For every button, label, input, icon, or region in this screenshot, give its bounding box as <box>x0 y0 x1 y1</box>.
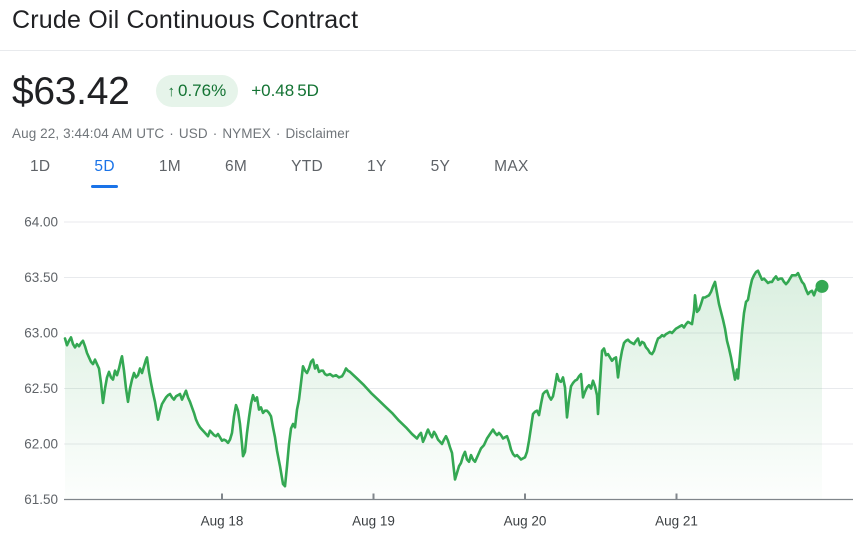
tab-6m[interactable]: 6M <box>224 158 248 175</box>
timestamp: Aug 22, 3:44:04 AM UTC <box>12 126 165 141</box>
header-divider <box>0 50 856 51</box>
x-axis-labels: Aug 18 Aug 19 Aug 20 Aug 21 <box>201 514 698 529</box>
tab-1m[interactable]: 1M <box>158 158 181 175</box>
x-axis-tick-label: Aug 18 <box>201 514 244 529</box>
latest-point-dot <box>815 279 829 293</box>
y-axis-tick-label: 63.50 <box>24 270 58 285</box>
area-fill <box>65 270 822 500</box>
exchange-code: NYMEX <box>222 126 271 141</box>
y-axis-tick-label: 62.50 <box>24 381 58 396</box>
x-axis-tick-label: Aug 20 <box>504 514 547 529</box>
meta-separator: · <box>275 126 281 141</box>
tab-5y[interactable]: 5Y <box>430 158 451 175</box>
tab-ytd[interactable]: YTD <box>291 158 324 175</box>
change-period: 5D <box>297 81 319 100</box>
price-row: $63.42 ↑ 0.76% +0.48 5D <box>12 70 322 112</box>
tab-max[interactable]: MAX <box>494 158 529 175</box>
y-axis-tick-label: 64.00 <box>24 215 58 230</box>
price-line <box>63 269 824 488</box>
quote-meta: Aug 22, 3:44:04 AM UTC · USD · NYMEX · Disclai… <box>12 126 349 141</box>
change-absolute-value: +0.48 <box>251 81 295 100</box>
disclaimer-link[interactable]: Disclaimer <box>285 126 350 141</box>
change-absolute: +0.48 5D <box>251 81 322 101</box>
up-arrow-icon: ↑ <box>167 82 176 100</box>
currency-code: USD <box>178 126 208 141</box>
tab-5d[interactable]: 5D <box>91 158 119 188</box>
time-range-tabs: 1D 5D 1M 6M YTD 1Y 5Y MAX <box>30 158 529 188</box>
page-title: Crude Oil Continuous Contract <box>12 6 359 34</box>
tab-1d[interactable]: 1D <box>30 158 51 175</box>
x-axis-ticks <box>221 493 678 500</box>
tab-1y[interactable]: 1Y <box>367 158 387 175</box>
y-axis-labels: 64.00 63.50 63.00 62.50 62.00 61.50 <box>24 215 58 508</box>
meta-separator: · <box>212 126 218 141</box>
y-axis-tick-label: 63.00 <box>24 326 58 341</box>
meta-separator: · <box>169 126 174 141</box>
current-price: $63.42 <box>12 69 130 113</box>
y-axis-tick-label: 61.50 <box>24 492 58 507</box>
y-axis-tick-label: 62.00 <box>24 437 58 452</box>
change-percent-badge: ↑ 0.76% <box>155 75 239 107</box>
x-axis-tick-label: Aug 19 <box>352 514 395 529</box>
x-axis-tick-label: Aug 21 <box>655 514 698 529</box>
change-percent: 0.76% <box>178 81 227 100</box>
